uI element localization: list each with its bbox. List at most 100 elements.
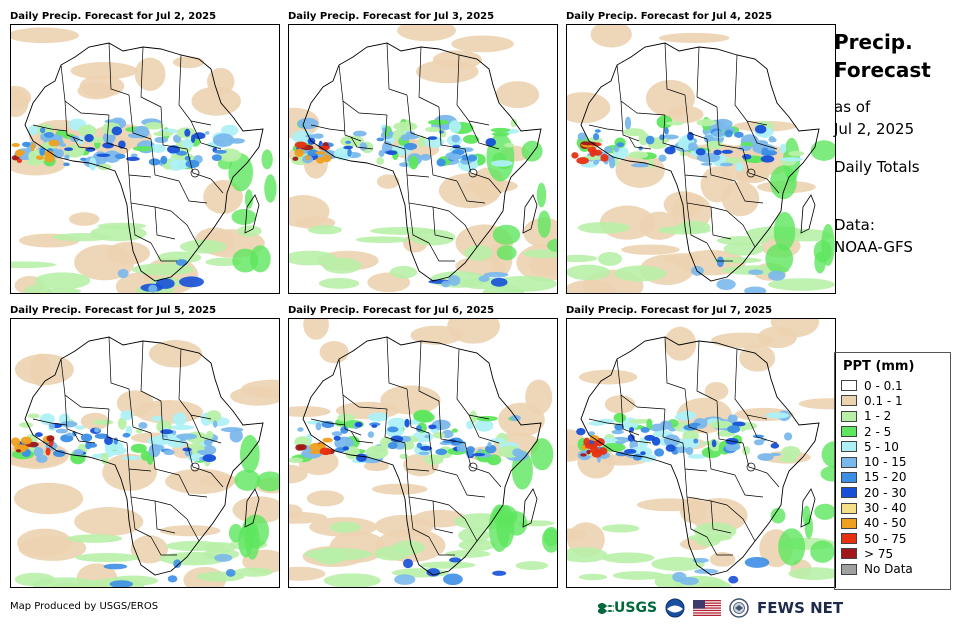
country-border (406, 388, 430, 434)
country-border (620, 100, 640, 142)
country-border (128, 94, 152, 140)
country-border (108, 336, 130, 390)
country-border (742, 148, 768, 180)
country-border (210, 178, 224, 194)
country-border (60, 358, 110, 410)
legend-label: 2 - 5 (864, 424, 892, 439)
logo-bar: USGS FEWS NET (598, 596, 843, 620)
country-border (386, 42, 408, 96)
country-border (766, 178, 780, 194)
precip-map (10, 318, 280, 588)
country-border (710, 206, 732, 240)
legend-swatch (841, 471, 857, 483)
country-border (140, 340, 162, 402)
panel-jul-6: Daily Precip. Forecast for Jul 6, 2025 (288, 304, 558, 588)
country-border (186, 148, 212, 180)
country-border (734, 180, 764, 204)
madagascar-outline (522, 488, 538, 528)
forecast-info: Precip. Forecast as of Jul 2, 2025 Daily… (834, 28, 964, 258)
map-credit: Map Produced by USGS/EROS (10, 601, 159, 612)
legend-swatch (841, 380, 857, 392)
country-border (438, 106, 466, 150)
country-border (32, 418, 68, 426)
precip-map (288, 24, 558, 294)
madagascar-outline (244, 488, 260, 528)
panel-jul-5: Daily Precip. Forecast for Jul 5, 2025 (10, 304, 280, 588)
legend-label: 0 - 0.1 (864, 378, 903, 393)
country-border (154, 206, 176, 240)
country-border (742, 442, 768, 474)
legend-swatch (841, 426, 857, 438)
legend-swatch (841, 487, 857, 499)
precip-field (567, 25, 835, 293)
country-border (178, 474, 208, 498)
country-border (456, 474, 486, 498)
coastline (302, 42, 542, 282)
legend-item: 50 - 75 (841, 531, 944, 546)
country-border (128, 388, 152, 434)
legend-item: 0 - 0.1 (841, 378, 944, 393)
legend-item: 0.1 - 1 (841, 393, 944, 408)
precip-field (289, 319, 557, 587)
info-title-line2: Forecast (834, 58, 931, 82)
country-border (432, 206, 454, 240)
country-border (662, 114, 684, 150)
usgs-logo: USGS (598, 600, 657, 616)
panel-jul-2: Daily Precip. Forecast for Jul 2, 2025 (10, 10, 280, 294)
precip-map (566, 318, 836, 588)
country-border (710, 500, 732, 534)
country-border (72, 136, 96, 150)
info-title-line1: Precip. (834, 30, 913, 54)
precip-field (11, 340, 279, 587)
country-border (628, 430, 652, 444)
country-border (384, 114, 406, 150)
legend-title: PPT (mm) (843, 359, 915, 374)
country-border (616, 358, 666, 410)
asof-date: Jul 2, 2025 (834, 120, 915, 138)
country-border (60, 64, 110, 116)
panel-jul-3: Daily Precip. Forecast for Jul 3, 2025 (288, 10, 558, 294)
country-border (468, 414, 500, 444)
legend-label: 40 - 50 (864, 516, 907, 531)
country-border (190, 414, 222, 444)
country-border (178, 348, 212, 420)
country-border (464, 148, 490, 180)
legend-item: 40 - 50 (841, 516, 944, 531)
country-border (428, 242, 455, 262)
country-border (408, 202, 430, 244)
country-border (408, 496, 430, 538)
country-border (488, 178, 502, 194)
precip-map (566, 24, 836, 294)
country-border (706, 432, 736, 476)
legend-item: 20 - 30 (841, 485, 944, 500)
legend-item: > 75 (841, 546, 944, 561)
madagascar-outline (800, 488, 816, 528)
country-border (130, 496, 152, 538)
country-border (160, 106, 188, 150)
legend-item: 15 - 20 (841, 470, 944, 485)
legend-swatch (841, 395, 857, 407)
legend-swatch (841, 563, 857, 575)
country-border (190, 120, 222, 150)
country-border (696, 340, 718, 402)
madagascar-outline (522, 194, 538, 234)
country-border (706, 138, 736, 182)
country-border (616, 64, 666, 116)
country-border (448, 210, 478, 248)
country-border (696, 46, 718, 108)
country-border (428, 138, 458, 182)
coastline (580, 336, 820, 576)
precip-field (567, 319, 835, 587)
country-border (716, 106, 744, 150)
country-border (350, 430, 374, 444)
country-border (684, 94, 708, 140)
country-border (628, 136, 652, 150)
legend-item: 2 - 5 (841, 424, 944, 439)
noaa-logo-icon (665, 598, 685, 618)
country-border (150, 536, 177, 556)
country-border (746, 120, 778, 150)
country-border (406, 94, 430, 140)
country-border (384, 408, 406, 444)
coastline (580, 42, 820, 282)
